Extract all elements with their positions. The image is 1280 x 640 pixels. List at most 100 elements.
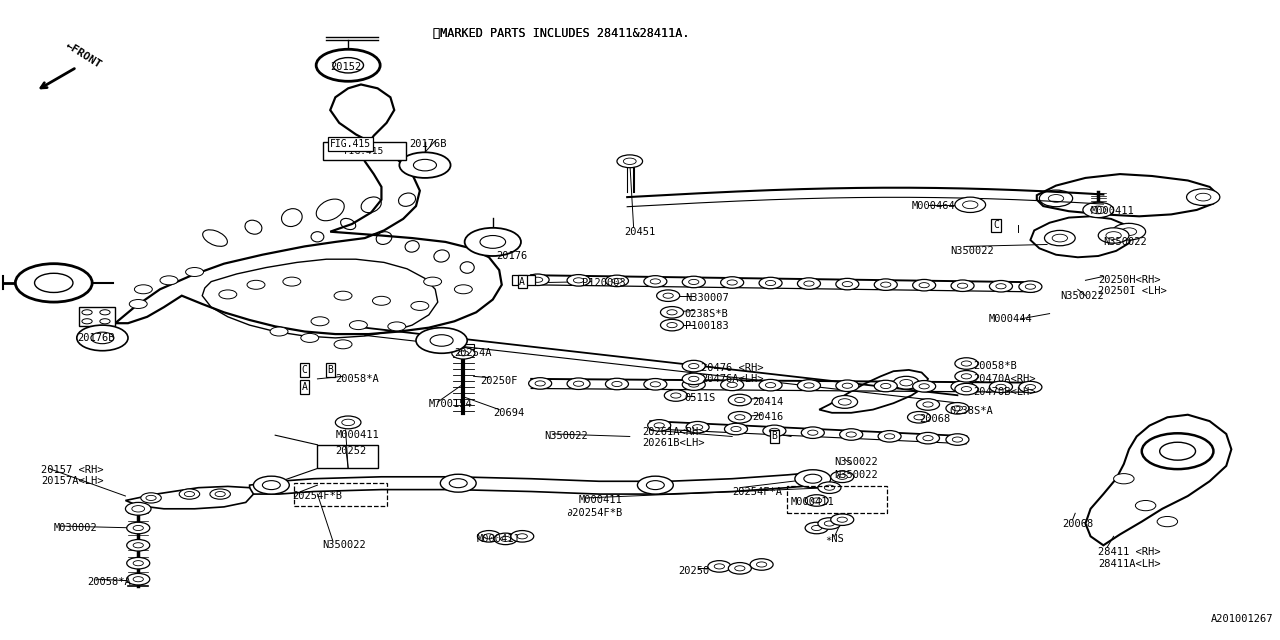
Text: C: C [302,365,307,375]
Text: A: A [520,275,525,285]
Circle shape [270,327,288,336]
Circle shape [511,531,534,542]
Text: 20250F: 20250F [480,376,517,386]
Circle shape [728,563,751,574]
Circle shape [913,381,936,392]
Circle shape [311,317,329,326]
Circle shape [477,531,500,542]
Text: FIG.415: FIG.415 [330,139,371,149]
Text: 20176B: 20176B [77,333,114,343]
Circle shape [657,290,680,301]
Circle shape [125,502,151,515]
Polygon shape [453,344,474,349]
Circle shape [955,371,978,382]
Circle shape [127,557,150,569]
Text: M000411: M000411 [335,430,379,440]
Text: M030002: M030002 [54,523,97,533]
Text: 28411 <RH>: 28411 <RH> [1098,547,1161,557]
Text: 20068: 20068 [1062,518,1093,529]
Text: N350022: N350022 [1060,291,1103,301]
Circle shape [1187,189,1220,205]
Bar [294,483,387,506]
Text: P120003: P120003 [582,278,626,288]
Polygon shape [1030,216,1133,257]
Circle shape [335,416,361,429]
Circle shape [465,228,521,256]
Text: B: B [328,365,333,375]
Circle shape [567,275,590,286]
Text: M700154: M700154 [429,399,472,410]
Text: 20254F*B: 20254F*B [292,491,342,501]
Circle shape [750,559,773,570]
Polygon shape [125,486,253,509]
Text: 20058*A: 20058*A [87,577,131,588]
Circle shape [831,471,854,483]
Circle shape [1114,474,1134,484]
Text: M000411: M000411 [791,497,835,508]
Circle shape [955,383,978,395]
Text: ※MARKED PARTS INCLUDES 28411&28411A.: ※MARKED PARTS INCLUDES 28411&28411A. [433,27,689,40]
Circle shape [82,319,92,324]
Text: M000444: M000444 [988,314,1032,324]
Polygon shape [250,472,817,494]
Circle shape [1157,516,1178,527]
Circle shape [759,380,782,391]
Circle shape [179,489,200,499]
Text: M000464: M000464 [911,201,955,211]
Circle shape [682,276,705,288]
Text: 20451: 20451 [625,227,655,237]
Circle shape [219,290,237,299]
Circle shape [411,301,429,310]
Circle shape [141,493,161,503]
Circle shape [805,495,828,506]
Circle shape [567,378,590,390]
Bar [323,142,406,160]
Text: 0238S*A: 0238S*A [950,406,993,416]
Circle shape [424,277,442,286]
Text: 0511S: 0511S [685,393,716,403]
Text: ※MARKED PARTS INCLUDES 28411&28411A.: ※MARKED PARTS INCLUDES 28411&28411A. [433,27,689,40]
Circle shape [893,376,919,389]
Circle shape [253,476,289,494]
Text: 20058*A: 20058*A [335,374,379,384]
Circle shape [682,379,705,390]
Circle shape [946,403,969,414]
Polygon shape [79,307,115,326]
Text: 20414: 20414 [753,397,783,407]
Text: M000411: M000411 [476,534,520,544]
Text: M000411: M000411 [579,495,622,506]
Text: A: A [520,276,525,287]
Circle shape [399,152,451,178]
Circle shape [721,276,744,288]
Circle shape [832,396,858,408]
Circle shape [127,573,150,585]
Text: 20068: 20068 [919,414,950,424]
Text: 20261B<LH>: 20261B<LH> [643,438,705,448]
Circle shape [134,285,152,294]
Circle shape [805,522,828,534]
Circle shape [989,381,1012,393]
Circle shape [529,378,552,389]
Text: 20152: 20152 [330,62,361,72]
Circle shape [605,275,628,287]
Text: 20176: 20176 [497,251,527,261]
Polygon shape [115,84,502,334]
Text: N350022: N350022 [544,431,588,442]
Polygon shape [1037,174,1219,216]
Circle shape [160,276,178,285]
Polygon shape [317,445,378,468]
Circle shape [334,340,352,349]
Circle shape [100,319,110,324]
Circle shape [797,278,820,289]
Text: 20416: 20416 [753,412,783,422]
Circle shape [818,518,841,529]
Circle shape [908,412,931,423]
Circle shape [763,425,786,436]
Polygon shape [1085,415,1231,545]
Circle shape [831,514,854,525]
Circle shape [301,333,319,342]
Text: A: A [520,275,525,285]
Circle shape [186,268,204,276]
Circle shape [127,540,150,551]
Text: 20157 <RH>: 20157 <RH> [41,465,104,476]
